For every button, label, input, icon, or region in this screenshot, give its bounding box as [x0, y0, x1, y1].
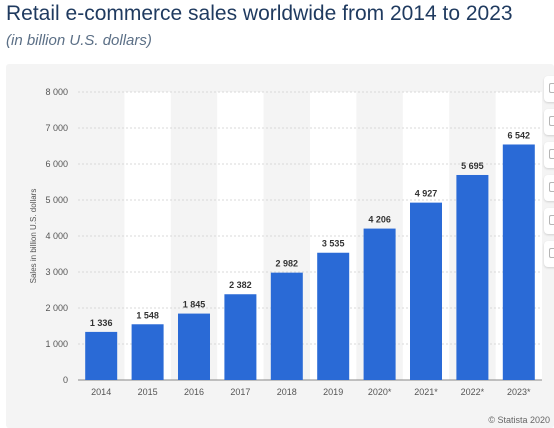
y-tick-label-2: 2 000: [45, 303, 68, 313]
y-tick-label-1: 1 000: [45, 339, 68, 349]
toolbar-icon-3[interactable]: [544, 142, 554, 168]
bar-value-label-1: 1 548: [136, 310, 159, 320]
bar-2015: [131, 324, 164, 380]
bar-value-label-0: 1 336: [90, 318, 113, 328]
bar-value-label-7: 4 927: [415, 189, 438, 199]
toolbar-icon-2-glyph: [549, 116, 554, 126]
y-tick-label-6: 6 000: [45, 159, 68, 169]
toolbar-icon-3-glyph: [549, 149, 554, 159]
y-tick-label-0: 0: [63, 375, 68, 385]
y-tick-label-5: 5 000: [45, 195, 68, 205]
x-tick-label-5: 2019: [323, 387, 343, 397]
toolbar-icon-2[interactable]: [544, 109, 554, 135]
toolbar-icon-5-glyph: [549, 215, 554, 225]
bar-2016: [178, 313, 210, 380]
bar-2023*: [502, 144, 535, 380]
toolbar-icon-4[interactable]: [544, 175, 554, 201]
bar-2014: [85, 331, 118, 380]
bar-value-label-2: 1 845: [183, 300, 206, 310]
y-tick-label-7: 7 000: [45, 123, 68, 133]
bar-value-label-5: 3 535: [322, 239, 345, 249]
x-tick-label-1: 2015: [138, 387, 158, 397]
bar-2017: [224, 294, 257, 380]
x-tick-label-0: 2014: [91, 387, 111, 397]
bar-2019: [317, 252, 350, 380]
bar-2021*: [410, 202, 442, 380]
x-tick-label-9: 2023*: [507, 387, 531, 397]
bar-value-label-9: 6 542: [508, 130, 531, 140]
x-tick-label-6: 2020*: [368, 387, 392, 397]
y-axis-title: Sales in billion U.S. dollars: [29, 189, 38, 284]
bar-value-label-8: 5 695: [461, 161, 484, 171]
bar-2022*: [456, 174, 489, 380]
bar-2018: [270, 272, 303, 380]
y-tick-label-3: 3 000: [45, 267, 68, 277]
bar-value-label-3: 2 382: [229, 280, 252, 290]
toolbar-icon-1[interactable]: [544, 76, 554, 102]
bar-value-label-4: 2 982: [276, 259, 299, 269]
toolbar-icon-6-glyph: [549, 248, 554, 258]
toolbar-icon-4-glyph: [549, 182, 554, 192]
toolbar-icon-1-glyph: [549, 83, 554, 93]
y-tick-label-8: 8 000: [45, 87, 68, 97]
toolbar-icon-6[interactable]: [544, 241, 554, 267]
toolbar-icon-5[interactable]: [544, 208, 554, 234]
x-tick-label-8: 2022*: [461, 387, 485, 397]
x-tick-label-3: 2017: [230, 387, 250, 397]
x-tick-label-4: 2018: [277, 387, 297, 397]
chart-subtitle: (in billion U.S. dollars): [6, 32, 152, 49]
bar-value-label-6: 4 206: [368, 215, 391, 225]
x-tick-label-7: 2021*: [414, 387, 438, 397]
y-tick-label-4: 4 000: [45, 231, 68, 241]
x-tick-label-2: 2016: [184, 387, 204, 397]
statista-credit[interactable]: © Statista 2020: [488, 415, 550, 425]
bar-2020*: [363, 228, 396, 380]
chart-title: Retail e-commerce sales worldwide from 2…: [6, 2, 513, 25]
